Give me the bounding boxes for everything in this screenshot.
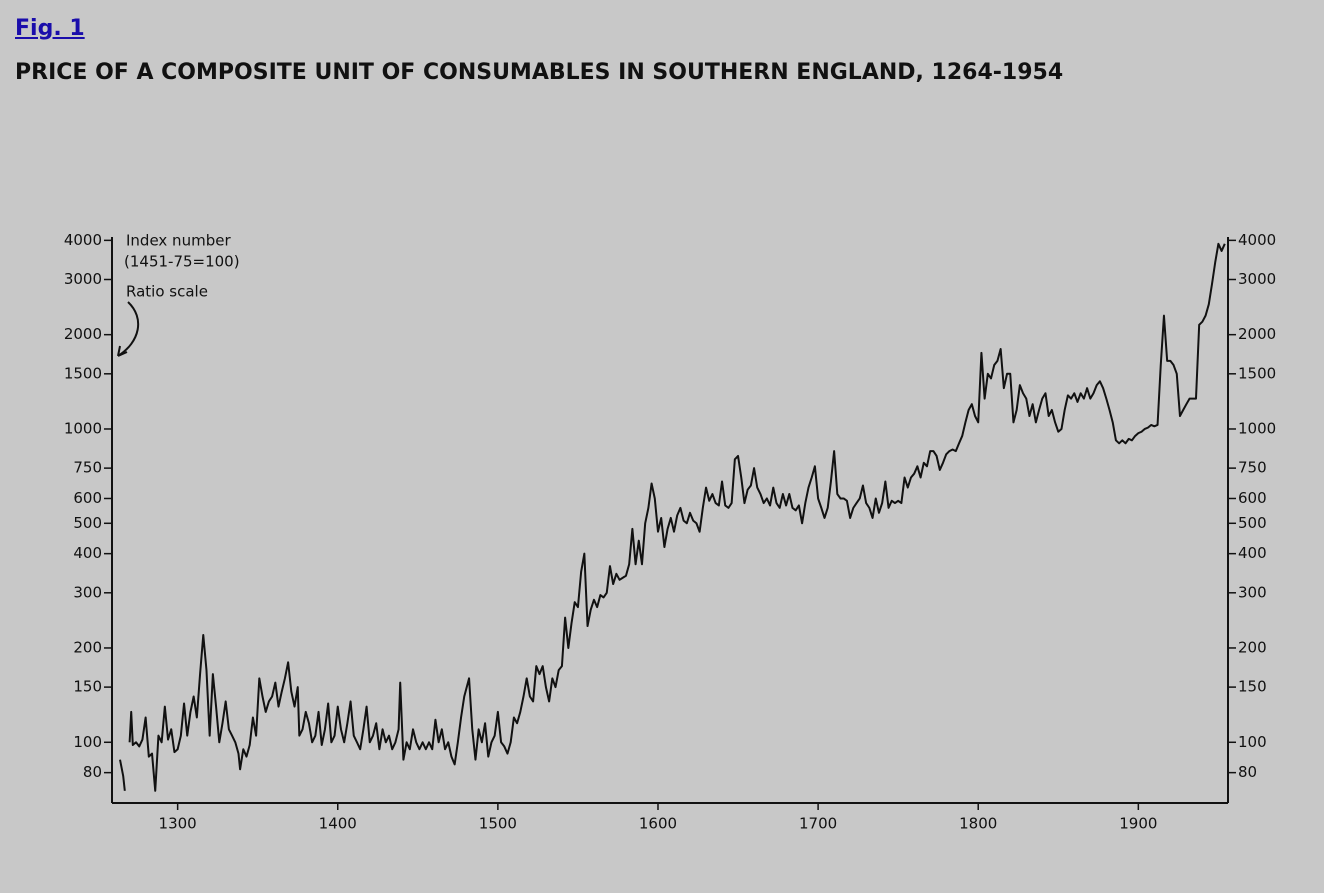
annotation: Ratio scale (126, 283, 208, 301)
y-tick-label: 80 (83, 763, 102, 781)
chart-title: PRICE OF A COMPOSITE UNIT OF CONSUMABLES… (15, 60, 1064, 85)
annotation: Index number (126, 232, 231, 250)
price-line (119, 242, 1226, 792)
x-tick-label: 1700 (799, 815, 837, 833)
y2-tick-label: 80 (1238, 763, 1257, 781)
y-tick-label: 1500 (64, 364, 102, 382)
y-tick-label: 150 (73, 678, 102, 696)
y-tick-label: 400 (73, 544, 102, 562)
y-tick-label: 600 (73, 489, 102, 507)
y2-tick-label: 4000 (1238, 231, 1276, 249)
x-tick-label: 1500 (479, 815, 517, 833)
figure-link[interactable]: Fig. 1 (15, 16, 85, 41)
y2-tick-label: 150 (1238, 678, 1267, 696)
y-tick-label: 300 (73, 583, 102, 601)
y2-tick-label: 2000 (1238, 325, 1276, 343)
x-tick-label: 1300 (159, 815, 197, 833)
y-tick-label: 200 (73, 638, 102, 656)
y2-tick-label: 1500 (1238, 364, 1276, 382)
y2-tick-label: 400 (1238, 544, 1267, 562)
y2-tick-label: 600 (1238, 489, 1267, 507)
x-tick-label: 1800 (959, 815, 997, 833)
y2-tick-label: 750 (1238, 459, 1267, 477)
y2-tick-label: 500 (1238, 514, 1267, 532)
x-tick-label: 1600 (639, 815, 677, 833)
y-tick-label: 1000 (64, 419, 102, 437)
y2-tick-label: 200 (1238, 638, 1267, 656)
y-tick-label: 3000 (64, 270, 102, 288)
annotation-arrow (117, 301, 140, 357)
annotation: (1451-75=100) (124, 253, 240, 271)
x-tick-label: 1400 (319, 815, 357, 833)
y-tick-label: 100 (73, 733, 102, 751)
y-tick-label: 4000 (64, 231, 102, 249)
y2-tick-label: 3000 (1238, 270, 1276, 288)
y-tick-label: 750 (73, 459, 102, 477)
y2-tick-label: 100 (1238, 733, 1267, 751)
y-tick-label: 500 (73, 514, 102, 532)
x-tick-label: 1900 (1119, 815, 1157, 833)
y-tick-label: 2000 (64, 325, 102, 343)
y2-tick-label: 1000 (1238, 419, 1276, 437)
y2-tick-label: 300 (1238, 583, 1267, 601)
